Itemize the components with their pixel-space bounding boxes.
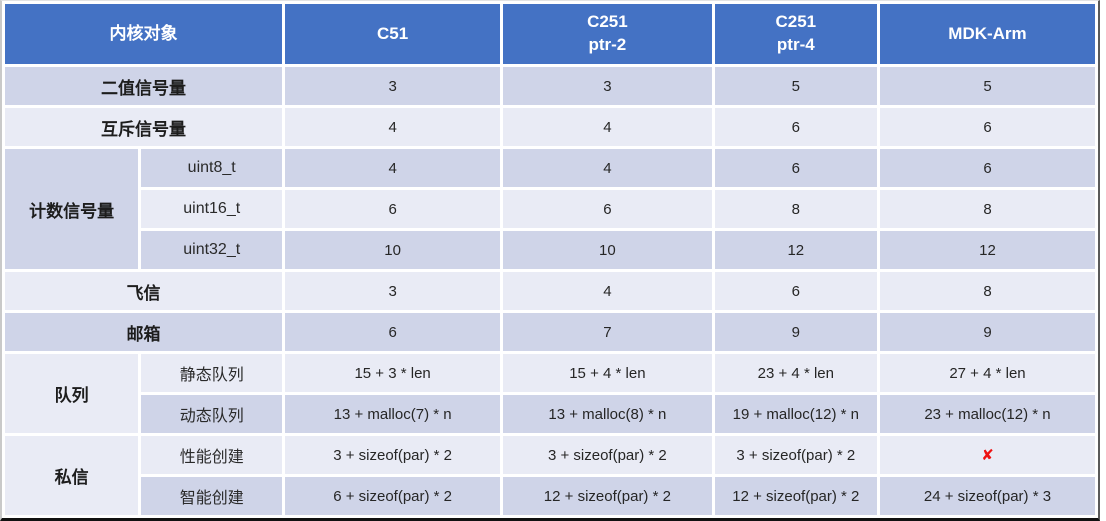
cell-value: 12 + sizeof(par) * 2 xyxy=(503,477,712,515)
cell-value: 3 + sizeof(par) * 2 xyxy=(714,436,877,474)
row-group-label: 私信 xyxy=(5,436,139,515)
cell-value: 9 xyxy=(879,313,1095,351)
cell-value: 23 + 4 * len xyxy=(714,354,877,392)
cell-value: 6 xyxy=(285,313,501,351)
table-row-queue-dynamic: 动态队列 13 + malloc(7) * n 13 + malloc(8) *… xyxy=(5,395,1095,433)
cell-value: 6 + sizeof(par) * 2 xyxy=(285,477,501,515)
table-row-private-msg-smart: 智能创建 6 + sizeof(par) * 2 12 + sizeof(par… xyxy=(5,477,1095,515)
cell-value: 3 xyxy=(285,272,501,310)
header-mdk-arm: MDK-Arm xyxy=(879,4,1095,64)
row-sublabel: 静态队列 xyxy=(141,354,283,392)
row-sublabel: uint16_t xyxy=(141,190,283,228)
cell-value: 6 xyxy=(503,190,712,228)
header-c251-ptr2: C251 ptr-2 xyxy=(503,4,712,64)
table-row-feixin: 飞信 3 4 6 8 xyxy=(5,272,1095,310)
row-sublabel: 性能创建 xyxy=(141,436,283,474)
table-row-binary-semaphore: 二值信号量 3 3 5 5 xyxy=(5,67,1095,105)
cell-value: 6 xyxy=(714,272,877,310)
not-supported-x-mark: ✘ xyxy=(879,436,1095,474)
cell-value: 4 xyxy=(285,108,501,146)
table-row-private-msg-performance: 私信 性能创建 3 + sizeof(par) * 2 3 + sizeof(p… xyxy=(5,436,1095,515)
header-c51: C51 xyxy=(285,4,501,64)
header-kernel-object: 内核对象 xyxy=(5,4,283,64)
row-label: 二值信号量 xyxy=(5,67,283,105)
row-group-label: 计数信号量 xyxy=(5,149,139,269)
row-label: 邮箱 xyxy=(5,313,283,351)
header-row: 内核对象 C51 C251 ptr-2 C251 ptr-4 MDK-Arm xyxy=(5,4,1095,64)
cell-value: 3 + sizeof(par) * 2 xyxy=(503,436,712,474)
header-c251-ptr4: C251 ptr-4 xyxy=(714,4,877,64)
cell-value: 24 + sizeof(par) * 3 xyxy=(879,477,1095,515)
cell-value: 23 + malloc(12) * n xyxy=(879,395,1095,433)
cell-value: 15 + 4 * len xyxy=(503,354,712,392)
table-row-counting-semaphore-uint32: uint32_t 10 10 12 12 xyxy=(5,231,1095,269)
cell-value: 12 xyxy=(879,231,1095,269)
cell-value: 4 xyxy=(285,149,501,187)
row-label: 互斥信号量 xyxy=(5,108,283,146)
cell-value: 6 xyxy=(714,149,877,187)
table-row-mailbox: 邮箱 6 7 9 9 xyxy=(5,313,1095,351)
cell-value: 8 xyxy=(879,272,1095,310)
cell-value: 19 + malloc(12) * n xyxy=(714,395,877,433)
cell-value: 4 xyxy=(503,149,712,187)
cell-value: 15 + 3 * len xyxy=(285,354,501,392)
cell-value: 7 xyxy=(503,313,712,351)
cell-value: 8 xyxy=(879,190,1095,228)
cell-value: 27 + 4 * len xyxy=(879,354,1095,392)
cell-value: 5 xyxy=(714,67,877,105)
cell-value: 3 xyxy=(285,67,501,105)
cell-value: 10 xyxy=(285,231,501,269)
cell-value: 8 xyxy=(714,190,877,228)
cell-value: 4 xyxy=(503,108,712,146)
cell-value: 13 + malloc(7) * n xyxy=(285,395,501,433)
row-sublabel: uint8_t xyxy=(141,149,283,187)
table-row-counting-semaphore-uint8: 计数信号量 uint8_t 4 4 6 6 xyxy=(5,149,1095,269)
cell-value: 9 xyxy=(714,313,877,351)
cell-value: 5 xyxy=(879,67,1095,105)
row-group-label: 队列 xyxy=(5,354,139,433)
table-row-queue-static: 队列 静态队列 15 + 3 * len 15 + 4 * len 23 + 4… xyxy=(5,354,1095,433)
cell-value: 4 xyxy=(503,272,712,310)
row-sublabel: 动态队列 xyxy=(141,395,283,433)
cell-value: 3 xyxy=(503,67,712,105)
cell-value: 13 + malloc(8) * n xyxy=(503,395,712,433)
cell-value: 12 xyxy=(714,231,877,269)
cell-value: 6 xyxy=(714,108,877,146)
cell-value: 6 xyxy=(879,108,1095,146)
row-label: 飞信 xyxy=(5,272,283,310)
table-row-counting-semaphore-uint16: uint16_t 6 6 8 8 xyxy=(5,190,1095,228)
cell-value: 3 + sizeof(par) * 2 xyxy=(285,436,501,474)
cell-value: 6 xyxy=(879,149,1095,187)
row-sublabel: 智能创建 xyxy=(141,477,283,515)
cell-value: 6 xyxy=(285,190,501,228)
row-sublabel: uint32_t xyxy=(141,231,283,269)
cell-value: 12 + sizeof(par) * 2 xyxy=(714,477,877,515)
cell-value: 10 xyxy=(503,231,712,269)
table-row-mutex-semaphore: 互斥信号量 4 4 6 6 xyxy=(5,108,1095,146)
